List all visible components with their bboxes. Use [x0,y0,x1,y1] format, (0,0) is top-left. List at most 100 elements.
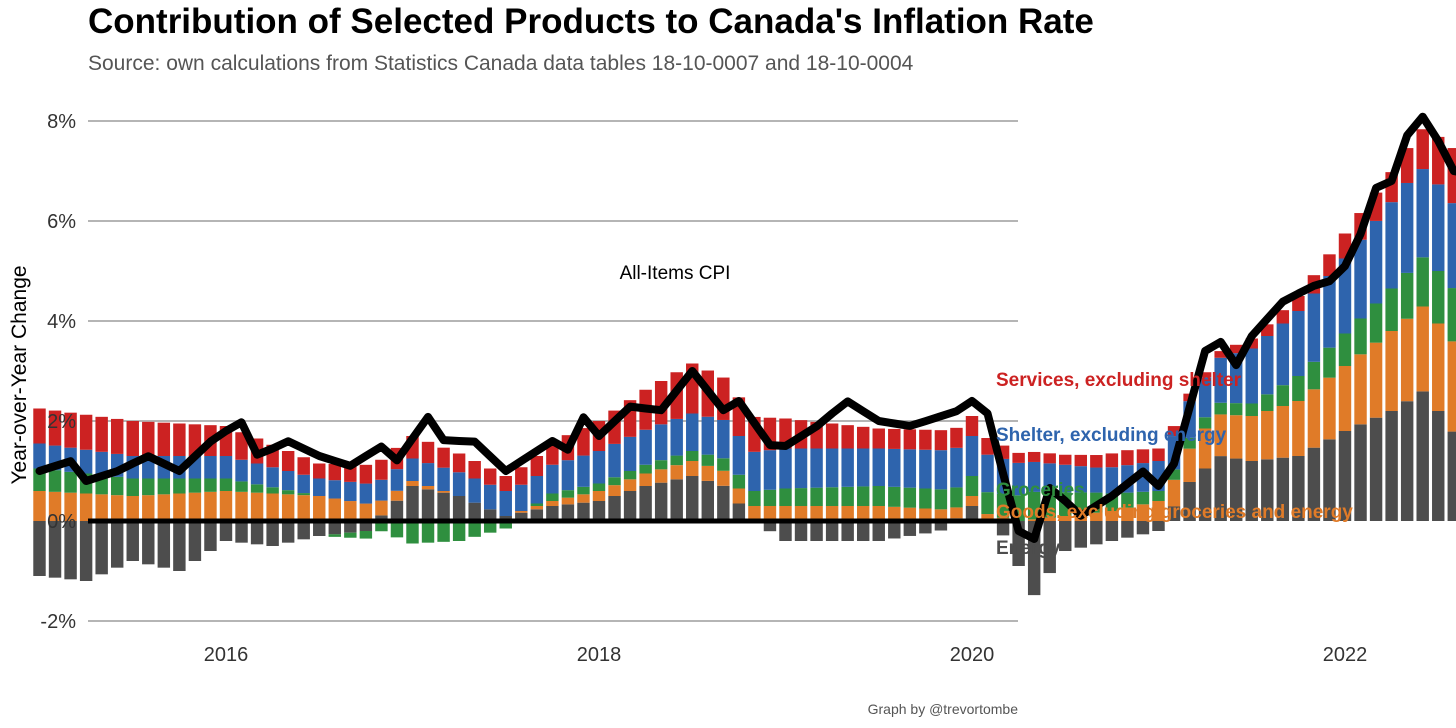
bar-goods [266,493,279,521]
bar-goods [856,506,870,521]
bar-services [1152,448,1165,461]
bar-energy [919,521,932,534]
bar-energy [313,521,326,536]
bar-groceries [406,521,419,544]
bar-energy [717,485,730,521]
bar-goods [841,506,854,521]
bar-services [359,464,373,484]
bar-services [281,451,295,471]
bar-goods [1292,401,1305,456]
bar-shelter [686,413,699,451]
bar-groceries [250,484,264,493]
bar-shelter [794,448,808,489]
bar-services [577,428,590,456]
bar-groceries [530,503,544,506]
bar-services [888,428,901,449]
bar-goods [406,481,419,486]
bar-shelter [390,469,404,491]
bar-energy [1183,481,1196,521]
bar-services [981,438,994,455]
bar-energy [530,509,544,521]
bar-groceries [1261,394,1274,411]
x-tick-label: 2022 [1323,644,1368,666]
bar-services [110,418,124,454]
bar-shelter [825,448,839,488]
bar-energy [686,476,699,521]
bar-groceries [670,455,683,466]
bar-energy [965,506,979,521]
bar-shelter [1292,311,1305,376]
bar-shelter [561,460,575,491]
bar-energy [48,521,62,578]
bar-goods [359,503,373,521]
y-tick-label: -2% [40,611,76,633]
bar-groceries [468,521,481,537]
bar-groceries [717,458,730,471]
bar-energy [577,502,590,521]
bar-shelter [515,484,528,511]
bar-shelter [934,450,948,490]
bar-goods [1276,406,1290,458]
bar-groceries [359,531,373,539]
bar-shelter [421,463,435,486]
bar-shelter [1338,258,1352,334]
bar-groceries [390,521,404,538]
bar-groceries [934,489,948,510]
bar-energy [825,521,839,541]
bar-energy [794,521,808,541]
bar-shelter [841,448,854,487]
bar-groceries [281,490,295,495]
x-tick-label: 2018 [577,644,622,666]
bar-groceries [421,521,435,543]
bar-goods [157,494,171,521]
bar-energy [1400,401,1414,521]
gridlines [88,120,1018,622]
y-tick-label: 4% [47,311,76,333]
bar-goods [1105,511,1119,521]
bar-shelter [1432,184,1445,271]
bar-goods [95,494,108,521]
bar-energy [1307,447,1321,521]
bar-groceries [126,478,139,496]
bar-goods [1245,416,1258,461]
bar-services [1074,454,1087,467]
bar-shelter [1323,276,1336,348]
bar-services [1043,453,1056,464]
bar-services [421,441,435,464]
bar-groceries [188,478,202,493]
bar-services [919,429,932,450]
bar-goods [794,506,808,521]
bar-services [546,442,559,465]
bar-energy [654,482,668,521]
bar-groceries [748,491,761,506]
bar-shelter [328,480,341,499]
bar-goods [1416,306,1429,392]
bar-groceries [1198,417,1212,429]
bar-groceries [266,487,279,494]
bar-services [1105,453,1119,468]
bar-services [1229,344,1243,354]
bar-groceries [1432,271,1445,324]
bar-shelter [717,419,730,459]
bar-shelter [1307,293,1321,362]
bar-goods [530,506,544,510]
bar-goods [1198,428,1212,469]
bar-goods [1385,331,1398,411]
bar-services [950,427,963,448]
bar-shelter [856,448,870,487]
bar-shelter [1027,461,1041,492]
bar-goods [1447,341,1456,432]
bar-goods [328,498,341,521]
bar-goods [1369,342,1383,418]
bar-shelter [779,448,792,489]
bar-energy [375,515,388,521]
bar-goods [1307,389,1321,448]
bar-energy [1245,461,1258,521]
bar-goods [281,494,295,521]
bar-groceries [981,492,994,515]
bar-goods [1261,411,1274,460]
bar-groceries [235,481,248,492]
bar-shelter [359,483,373,504]
bar-groceries [142,478,155,496]
bar-groceries [872,486,885,506]
